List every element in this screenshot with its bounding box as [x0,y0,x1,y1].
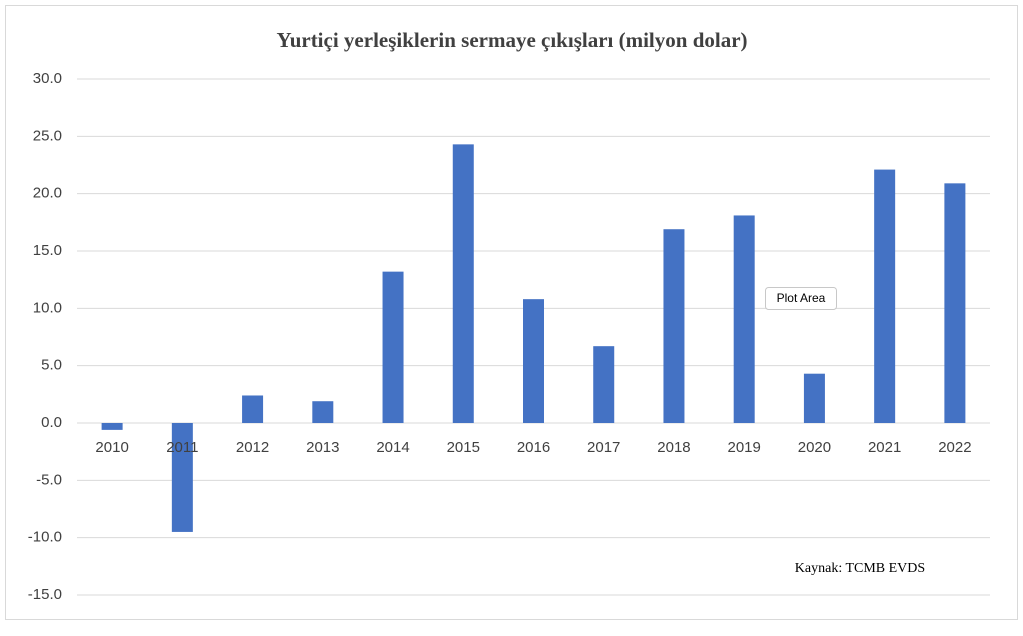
bar [382,271,404,423]
y-tick-label: -5.0 [36,471,62,488]
x-tick-label: 2015 [447,439,480,456]
bar [944,183,966,423]
y-tick-label: 5.0 [41,357,62,374]
y-tick-label: 10.0 [33,299,62,316]
y-tick-label: 20.0 [33,185,62,202]
x-tick-label: 2016 [517,439,550,456]
x-tick-label: 2017 [587,439,620,456]
bar [242,395,264,423]
bar [593,346,615,423]
tooltip: Plot Area [777,291,826,305]
bar [452,144,474,424]
bars [101,144,966,532]
chart-title: Yurtiçi yerleşiklerin sermaye çıkışları … [276,28,747,52]
x-tick-label: 2020 [798,439,831,456]
x-tick-label: 2011 [166,439,198,456]
chart-border [5,5,1018,620]
y-tick-label: 0.0 [41,414,62,431]
x-tick-label: 2013 [306,439,339,456]
bar [171,423,193,532]
y-tick-label: 30.0 [33,70,62,87]
y-tick-label: 15.0 [33,242,62,259]
x-tick-label: 2021 [868,439,901,456]
bar [803,373,825,423]
bar [312,401,334,423]
x-tick-label: 2022 [938,439,971,456]
x-tick-label: 2019 [728,439,761,456]
labels: -15.0 -10.0 -5.0 0.0 5.0 10.0 15.0 20.0 25.0 30.0… [28,70,972,603]
tooltip-box [765,287,837,310]
x-tick-label: 2012 [236,439,269,456]
bar [733,215,755,423]
y-tick-label: -15.0 [28,586,62,603]
y-tick-label: 25.0 [33,127,62,144]
y-tick-label: -10.0 [28,529,62,546]
bar [523,299,544,423]
bar [874,169,896,423]
bar [663,229,685,423]
x-tick-label: 2014 [376,439,409,456]
source-note: Kaynak: TCMB EVDS [795,561,925,576]
x-tick-label: 2010 [95,439,128,456]
x-tick-label: 2018 [657,439,690,456]
bar [101,423,123,430]
